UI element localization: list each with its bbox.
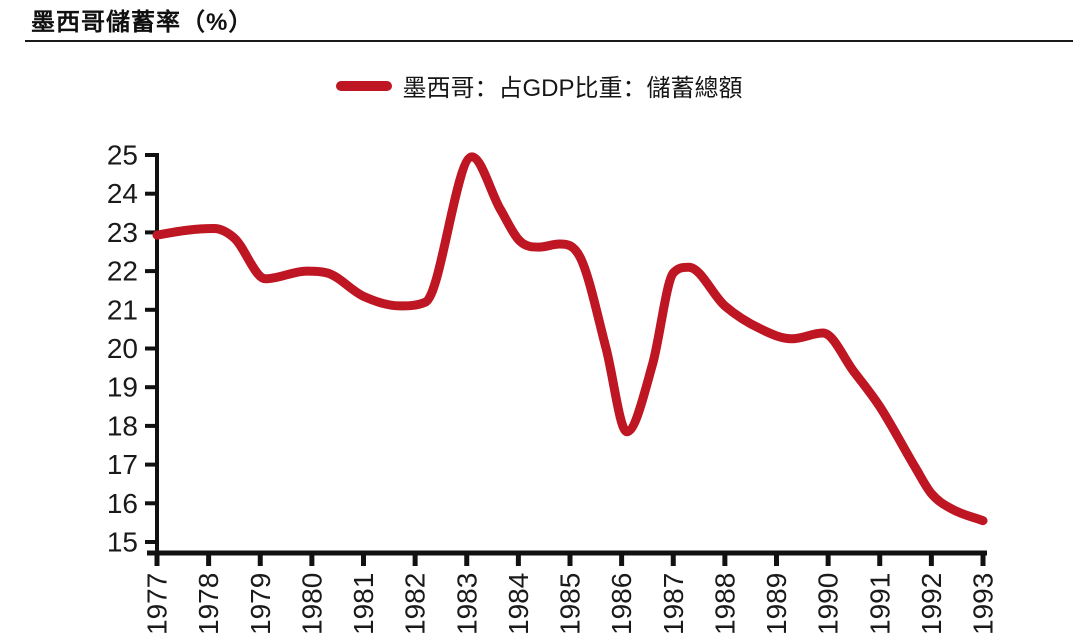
x-tick-label: 1979 (245, 573, 276, 635)
y-tick-label: 18 (107, 410, 138, 441)
y-tick-label: 19 (107, 372, 138, 403)
x-tick-label: 1986 (606, 573, 637, 635)
x-tick-label: 1981 (348, 573, 379, 635)
x-tick-label: 1993 (968, 573, 999, 635)
x-tick-label: 1990 (813, 573, 844, 635)
y-tick-label: 15 (107, 527, 138, 558)
x-tick-label: 1987 (658, 573, 689, 635)
x-tick-label: 1977 (142, 573, 173, 635)
y-tick-label: 21 (107, 294, 138, 325)
chart-header: 墨西哥儲蓄率（%） (25, 2, 1073, 42)
y-tick-label: 17 (107, 449, 138, 480)
series-line (152, 152, 988, 526)
legend-line-marker (336, 80, 393, 91)
legend-label: 墨西哥：占GDP比重：儲蓄總額 (402, 75, 743, 102)
x-axis-ticks: 1977 1978 1979 1980 1981 1982 1983 1984 1985 1986… (142, 553, 999, 635)
x-tick-label: 1982 (400, 573, 431, 635)
legend: 墨西哥：占GDP比重：儲蓄總額 (0, 68, 1079, 103)
x-tick-label: 1991 (864, 573, 895, 635)
x-tick-label: 1978 (193, 573, 224, 635)
x-tick-label: 1985 (555, 573, 586, 635)
x-tick-label: 1984 (503, 573, 534, 635)
x-tick-label: 1988 (709, 573, 740, 635)
chart-title: 墨西哥儲蓄率（%） (31, 9, 254, 36)
x-tick-label: 1983 (451, 573, 482, 635)
y-tick-label: 20 (107, 333, 138, 364)
x-tick-label: 1980 (296, 573, 327, 635)
x-tick-label: 1992 (916, 573, 947, 635)
y-tick-label: 16 (107, 488, 138, 519)
y-axis-ticks: 15 16 17 18 19 20 21 22 23 24 25 (107, 140, 157, 558)
y-tick-label: 23 (107, 217, 138, 248)
x-tick-label: 1989 (761, 573, 792, 635)
y-tick-label: 22 (107, 256, 138, 287)
axes (147, 153, 987, 556)
y-tick-label: 25 (107, 140, 138, 171)
y-tick-label: 24 (107, 178, 138, 209)
